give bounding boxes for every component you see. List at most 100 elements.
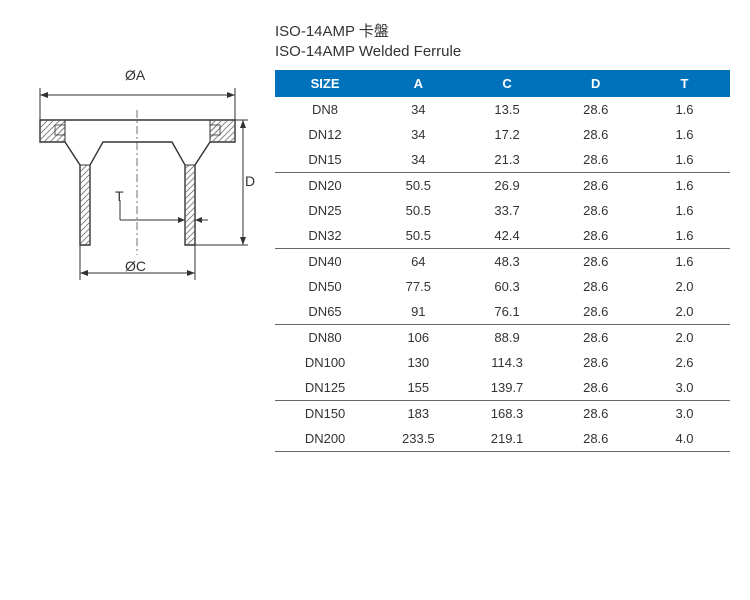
cell-a: 34: [375, 97, 461, 122]
cell-t: 1.6: [639, 198, 730, 223]
cell-size: DN200: [275, 426, 375, 452]
cell-c: 48.3: [462, 249, 553, 275]
table-row: DN406448.328.61.6: [275, 249, 730, 275]
cell-t: 1.6: [639, 223, 730, 249]
table-row: DN100130114.328.62.6: [275, 350, 730, 375]
table-row: DN125155139.728.63.0: [275, 375, 730, 401]
title-cn: ISO-14AMP 卡盤: [275, 20, 461, 41]
cell-size: DN100: [275, 350, 375, 375]
dim-label-oa: ØA: [125, 67, 145, 83]
table-row: DN153421.328.61.6: [275, 147, 730, 173]
cell-size: DN32: [275, 223, 375, 249]
cell-a: 233.5: [375, 426, 461, 452]
cell-t: 4.0: [639, 426, 730, 452]
cell-size: DN12: [275, 122, 375, 147]
cell-c: 76.1: [462, 299, 553, 325]
cell-a: 130: [375, 350, 461, 375]
table-row: DN150183168.328.63.0: [275, 401, 730, 427]
cell-size: DN8: [275, 97, 375, 122]
cell-t: 1.6: [639, 122, 730, 147]
cell-size: DN65: [275, 299, 375, 325]
cell-d: 28.6: [553, 147, 639, 173]
title-block: ISO-14AMP 卡盤 ISO-14AMP Welded Ferrule: [275, 20, 461, 60]
table-row: DN3250.542.428.61.6: [275, 223, 730, 249]
table-row: DN659176.128.62.0: [275, 299, 730, 325]
cell-c: 33.7: [462, 198, 553, 223]
col-header-t: T: [639, 70, 730, 97]
cell-c: 139.7: [462, 375, 553, 401]
cell-a: 91: [375, 299, 461, 325]
cell-t: 2.0: [639, 299, 730, 325]
cell-size: DN25: [275, 198, 375, 223]
cell-c: 13.5: [462, 97, 553, 122]
cell-t: 2.6: [639, 350, 730, 375]
cell-d: 28.6: [553, 198, 639, 223]
table-header-row: SIZE A C D T: [275, 70, 730, 97]
cell-d: 28.6: [553, 249, 639, 275]
col-header-size: SIZE: [275, 70, 375, 97]
cell-a: 77.5: [375, 274, 461, 299]
cell-size: DN40: [275, 249, 375, 275]
col-header-d: D: [553, 70, 639, 97]
cell-a: 155: [375, 375, 461, 401]
cell-t: 1.6: [639, 173, 730, 199]
cell-d: 28.6: [553, 173, 639, 199]
dim-label-t: T: [115, 188, 124, 204]
cell-a: 50.5: [375, 173, 461, 199]
spec-table: SIZE A C D T DN83413.528.61.6DN123417.22…: [275, 70, 730, 452]
cell-t: 1.6: [639, 147, 730, 173]
spec-table-wrap: SIZE A C D T DN83413.528.61.6DN123417.22…: [275, 70, 730, 452]
cell-d: 28.6: [553, 325, 639, 351]
cell-a: 50.5: [375, 198, 461, 223]
dim-label-oc: ØC: [125, 258, 146, 274]
cell-a: 106: [375, 325, 461, 351]
title-en: ISO-14AMP Welded Ferrule: [275, 43, 461, 60]
cell-c: 17.2: [462, 122, 553, 147]
cell-c: 60.3: [462, 274, 553, 299]
cell-t: 3.0: [639, 401, 730, 427]
cell-c: 219.1: [462, 426, 553, 452]
cell-c: 21.3: [462, 147, 553, 173]
cell-size: DN50: [275, 274, 375, 299]
cell-d: 28.6: [553, 299, 639, 325]
col-header-c: C: [462, 70, 553, 97]
cell-c: 26.9: [462, 173, 553, 199]
cell-a: 34: [375, 122, 461, 147]
table-row: DN123417.228.61.6: [275, 122, 730, 147]
cell-d: 28.6: [553, 122, 639, 147]
table-row: DN8010688.928.62.0: [275, 325, 730, 351]
cell-t: 1.6: [639, 97, 730, 122]
table-row: DN2550.533.728.61.6: [275, 198, 730, 223]
table-row: DN5077.560.328.62.0: [275, 274, 730, 299]
cell-t: 2.0: [639, 325, 730, 351]
cell-d: 28.6: [553, 274, 639, 299]
cell-size: DN80: [275, 325, 375, 351]
cell-size: DN125: [275, 375, 375, 401]
table-row: DN200233.5219.128.64.0: [275, 426, 730, 452]
cell-d: 28.6: [553, 401, 639, 427]
cell-t: 2.0: [639, 274, 730, 299]
cell-size: DN15: [275, 147, 375, 173]
cell-d: 28.6: [553, 426, 639, 452]
cell-d: 28.6: [553, 350, 639, 375]
cell-a: 34: [375, 147, 461, 173]
cell-a: 50.5: [375, 223, 461, 249]
cell-t: 1.6: [639, 249, 730, 275]
cell-d: 28.6: [553, 375, 639, 401]
cell-c: 42.4: [462, 223, 553, 249]
dim-label-d: D: [245, 173, 255, 189]
cell-size: DN150: [275, 401, 375, 427]
cell-c: 114.3: [462, 350, 553, 375]
cell-d: 28.6: [553, 223, 639, 249]
cell-c: 88.9: [462, 325, 553, 351]
cell-d: 28.6: [553, 97, 639, 122]
table-row: DN2050.526.928.61.6: [275, 173, 730, 199]
cell-c: 168.3: [462, 401, 553, 427]
cell-size: DN20: [275, 173, 375, 199]
col-header-a: A: [375, 70, 461, 97]
cell-t: 3.0: [639, 375, 730, 401]
ferrule-diagram: ØA T D ØC: [20, 70, 255, 300]
cell-a: 183: [375, 401, 461, 427]
cell-a: 64: [375, 249, 461, 275]
table-row: DN83413.528.61.6: [275, 97, 730, 122]
